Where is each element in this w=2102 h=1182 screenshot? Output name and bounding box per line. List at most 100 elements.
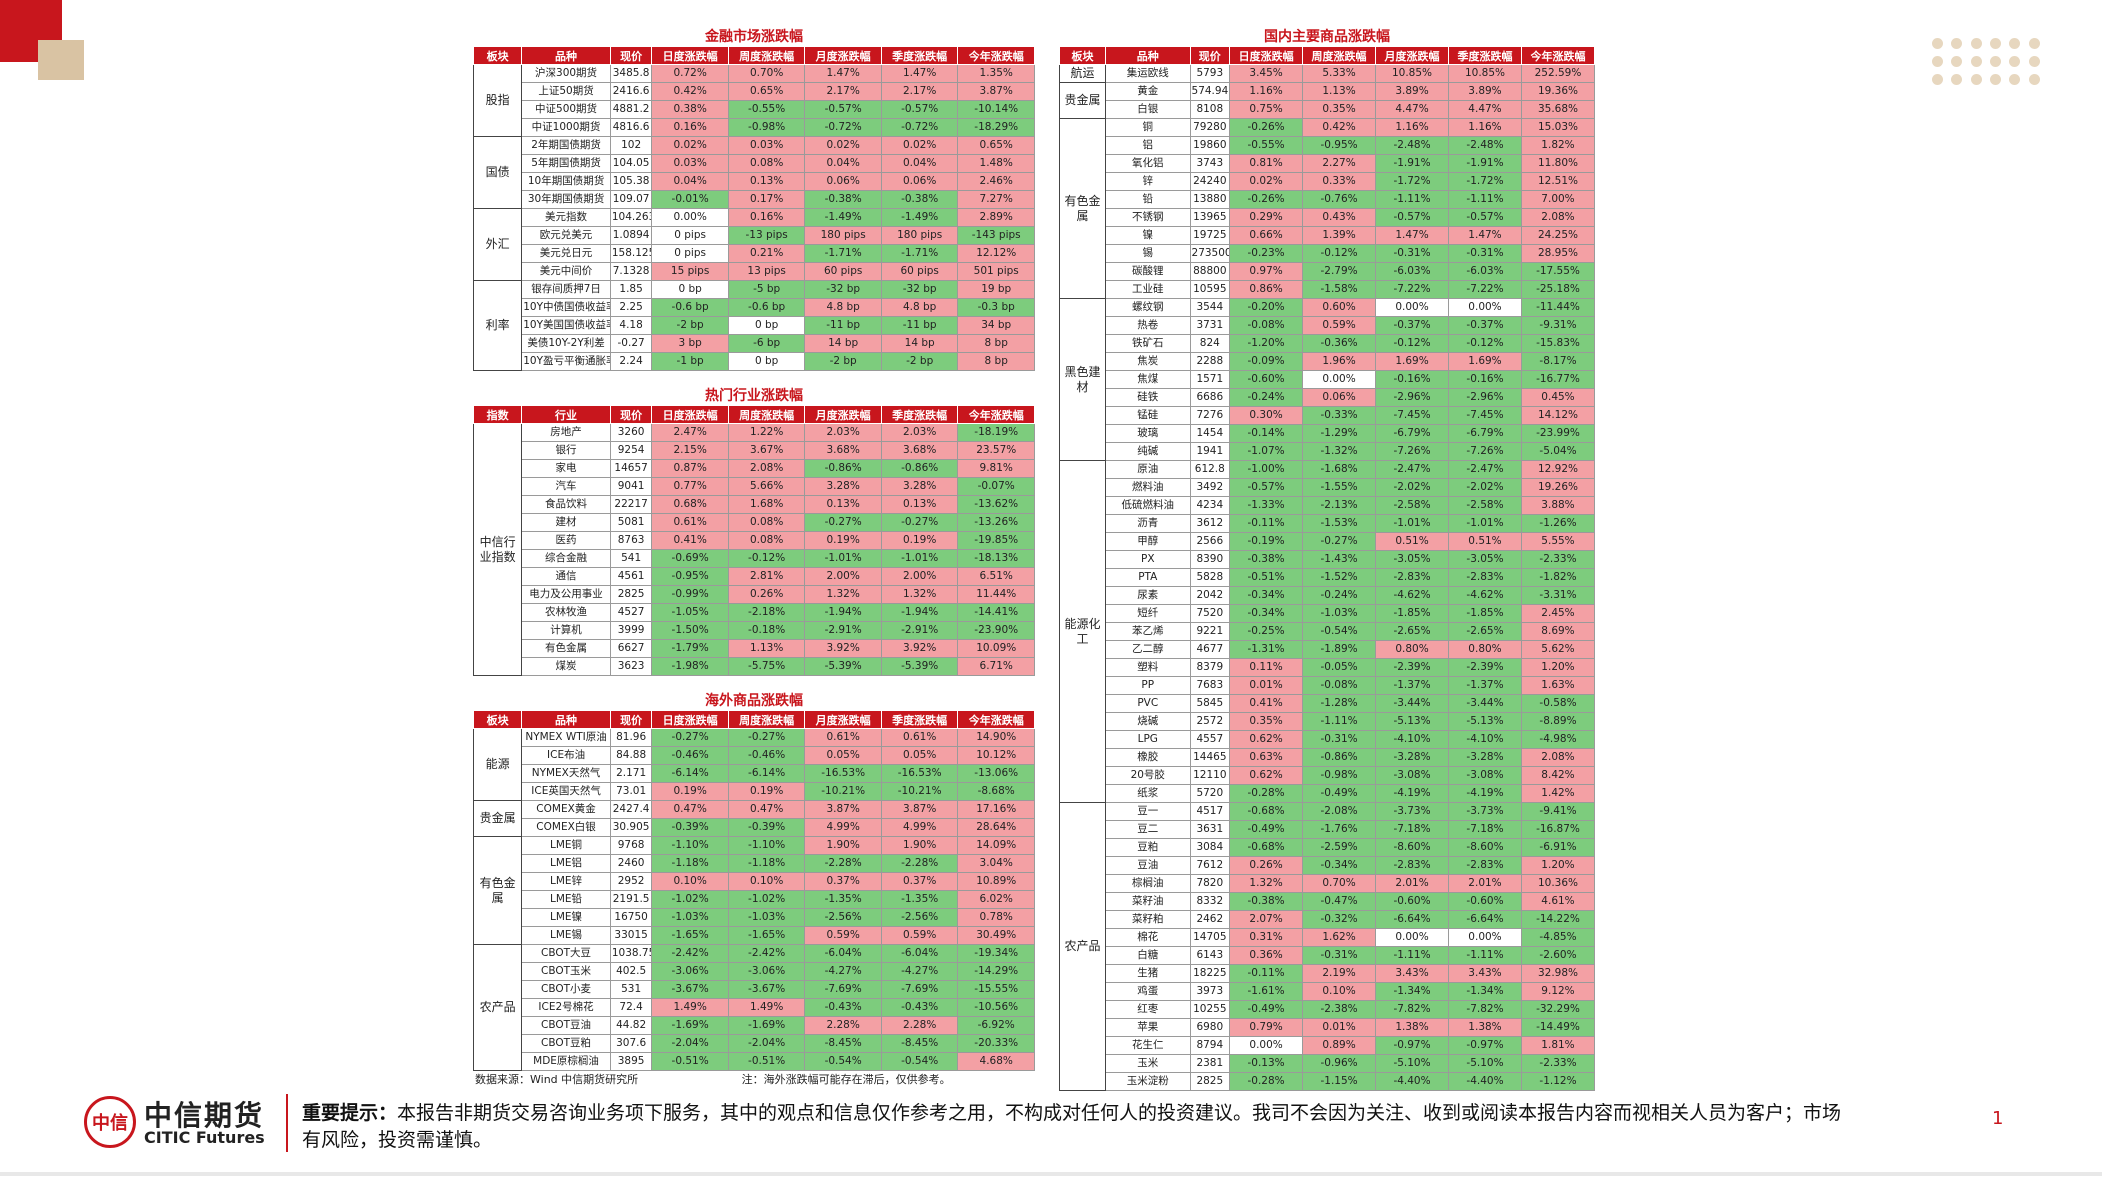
change-cell: 0.08% bbox=[727, 154, 806, 173]
change-cell: 8 bp bbox=[957, 352, 1035, 371]
change-cell: 0.35% bbox=[1302, 100, 1377, 119]
change-cell: -1.35% bbox=[804, 890, 882, 909]
dot-decoration bbox=[1990, 74, 2001, 85]
change-cell: 19.36% bbox=[1520, 82, 1596, 101]
item-name: 黄金 bbox=[1105, 82, 1191, 101]
item-name: PX bbox=[1105, 550, 1191, 569]
change-cell: -0.34% bbox=[1229, 604, 1304, 623]
table-row: 中证500期货 4881.2 0.38% -0.55% -0.57% -0.57% -10.… bbox=[474, 100, 1035, 119]
change-cell: 2.00% bbox=[804, 567, 882, 586]
item-name: 甲醇 bbox=[1105, 532, 1191, 551]
table-row: 有色金属 6627 -1.79% 1.13% 3.92% 3.92% 10.09% bbox=[474, 639, 1035, 658]
change-cell: -1.85% bbox=[1448, 604, 1522, 623]
change-cell: -0.31% bbox=[1302, 730, 1377, 749]
change-cell: -2.96% bbox=[1375, 388, 1449, 407]
change-cell: -1.15% bbox=[1302, 1072, 1377, 1091]
change-cell: 2.17% bbox=[804, 82, 882, 101]
change-cell: 0.31% bbox=[1229, 928, 1304, 947]
table-row: 苹果 6980 0.79% 0.01% 1.38% 1.38% -14.49% bbox=[1060, 1018, 1596, 1037]
change-cell: -2.47% bbox=[1448, 460, 1522, 479]
change-cell: -10.21% bbox=[804, 782, 882, 801]
change-cell: 3.92% bbox=[880, 639, 959, 658]
change-cell: -0.86% bbox=[880, 459, 959, 478]
change-cell: -0.01% bbox=[651, 190, 729, 209]
change-cell: 2.27% bbox=[1302, 154, 1377, 173]
table-row: 豆油 7612 0.26% -0.34% -2.83% -2.83% 1.20% bbox=[1060, 856, 1596, 875]
change-cell: 0.19% bbox=[804, 531, 882, 550]
item-name: 有色金属 bbox=[521, 639, 611, 658]
price-cell: 2427.4 bbox=[609, 800, 653, 819]
change-cell: 3.89% bbox=[1375, 82, 1449, 101]
disclaimer-label: 重要提示： bbox=[302, 1102, 398, 1124]
item-name: 鸡蛋 bbox=[1105, 982, 1191, 1001]
change-cell: -0.46% bbox=[727, 746, 806, 765]
change-cell: -0.51% bbox=[651, 1052, 729, 1071]
price-cell: 22217 bbox=[609, 495, 653, 514]
change-cell: -3.05% bbox=[1448, 550, 1522, 569]
table-row: 苯乙烯 9221 -0.25% -0.54% -2.65% -2.65% 8.69% bbox=[1060, 622, 1596, 641]
change-cell: -0.34% bbox=[1302, 856, 1377, 875]
price-cell: 7276 bbox=[1189, 406, 1231, 425]
group-label: 国债 bbox=[472, 136, 523, 209]
change-cell: 8.42% bbox=[1520, 766, 1596, 785]
item-name: 美元中间价 bbox=[521, 262, 611, 281]
change-cell: 4.99% bbox=[804, 818, 882, 837]
change-cell: 0.08% bbox=[727, 513, 806, 532]
table-row: 硅铁 6686 -0.24% 0.06% -2.96% -2.96% 0.45% bbox=[1060, 388, 1596, 407]
change-cell: 3.92% bbox=[804, 639, 882, 658]
change-cell: 0.42% bbox=[651, 82, 729, 101]
change-cell: -0.55% bbox=[1229, 136, 1304, 155]
change-cell: 1.13% bbox=[727, 639, 806, 658]
change-cell: 2.15% bbox=[651, 441, 729, 460]
group-label: 股指 bbox=[472, 64, 523, 137]
change-cell: 6.71% bbox=[957, 657, 1035, 676]
item-name: NYMEX WTI原油 bbox=[521, 728, 611, 747]
group-label: 中信行业指数 bbox=[472, 423, 523, 676]
price-cell: 73.01 bbox=[609, 782, 653, 801]
change-cell: 0 bp bbox=[727, 316, 806, 335]
table-row: 纯碱 1941 -1.07% -1.32% -7.26% -7.26% -5.04% bbox=[1060, 442, 1596, 461]
change-cell: -1.34% bbox=[1375, 982, 1449, 1001]
change-cell: -0.16% bbox=[1375, 370, 1449, 389]
change-cell: 1.68% bbox=[727, 495, 806, 514]
change-cell: 0 bp bbox=[651, 280, 729, 299]
dot-decoration bbox=[1932, 74, 1943, 85]
finance-section: 金融市场涨跌幅 板块 品种 现价 日度涨跌幅 周度涨跌幅 月度涨跌幅 季度涨跌幅 今年涨跌幅 股指… bbox=[472, 28, 1035, 371]
change-cell: -0.86% bbox=[804, 459, 882, 478]
change-cell: -0.68% bbox=[1229, 838, 1304, 857]
change-cell: 2.47% bbox=[651, 423, 729, 442]
change-cell: 0.62% bbox=[1229, 730, 1304, 749]
change-cell: -1.03% bbox=[1302, 604, 1377, 623]
table-row: 股指 沪深300期货 3485.8 0.72% 0.70% 1.47% 1.47% 1.35% bbox=[472, 64, 1035, 137]
change-cell: 0.00% bbox=[1229, 1036, 1304, 1055]
change-cell: -25.18% bbox=[1520, 280, 1596, 299]
group-label: 外汇 bbox=[472, 208, 523, 281]
price-cell: 8794 bbox=[1189, 1036, 1231, 1055]
price-cell: 3084 bbox=[1189, 838, 1231, 857]
item-name: 铁矿石 bbox=[1105, 334, 1191, 353]
change-cell: 1.39% bbox=[1302, 226, 1377, 245]
item-name: 燃料油 bbox=[1105, 478, 1191, 497]
item-name: CBOT小麦 bbox=[521, 980, 611, 999]
price-cell: 13965 bbox=[1189, 208, 1231, 227]
table-row: 短纤 7520 -0.34% -1.03% -1.85% -1.85% 2.45% bbox=[1060, 604, 1596, 623]
change-cell: -5.10% bbox=[1375, 1054, 1449, 1073]
price-cell: 2042 bbox=[1189, 586, 1231, 605]
change-cell: 17.16% bbox=[957, 800, 1035, 819]
change-cell: 1.49% bbox=[651, 998, 729, 1017]
change-cell: -6.03% bbox=[1448, 262, 1522, 281]
change-cell: 501 pips bbox=[957, 262, 1035, 281]
change-cell: -1.72% bbox=[1375, 172, 1449, 191]
change-cell: -0.58% bbox=[1520, 694, 1596, 713]
change-cell: -2.65% bbox=[1448, 622, 1522, 641]
change-cell: -8.60% bbox=[1448, 838, 1522, 857]
change-cell: 0.04% bbox=[651, 172, 729, 191]
change-cell: -0.11% bbox=[1229, 514, 1304, 533]
change-cell: 0.17% bbox=[727, 190, 806, 209]
change-cell: -17.55% bbox=[1520, 262, 1596, 281]
table-row: 碳酸锂 88800 0.97% -2.79% -6.03% -6.03% -17.55% bbox=[1060, 262, 1596, 281]
table-row: COMEX白银 30.905 -0.39% -0.39% 4.99% 4.99% 28.64… bbox=[474, 818, 1035, 837]
table-row: 低硫燃料油 4234 -1.33% -2.13% -2.58% -2.58% 3.88% bbox=[1060, 496, 1596, 515]
change-cell: 3.87% bbox=[804, 800, 882, 819]
change-cell: 0.63% bbox=[1229, 748, 1304, 767]
